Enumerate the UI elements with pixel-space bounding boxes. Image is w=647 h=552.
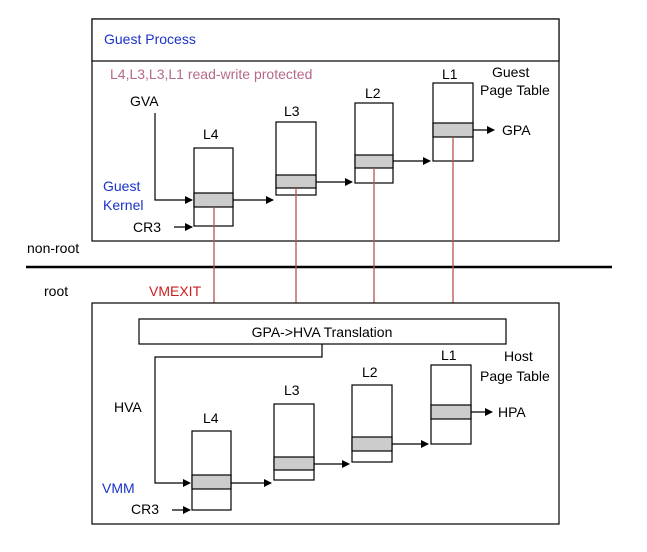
guest-l4-entry: [193, 192, 234, 208]
guest-process-title: Guest Process: [104, 31, 196, 47]
hva-label: HVA: [114, 399, 142, 415]
host-table-label-line2: Page Table: [480, 368, 550, 384]
host-table-l3: [273, 403, 315, 481]
guest-region: Guest Process L4,L3,L3,L1 read-write pro…: [91, 18, 560, 242]
guest-table-l4: [193, 147, 234, 227]
guest-process-box: [91, 18, 560, 62]
host-table-l2: [351, 384, 393, 463]
root-label: root: [44, 283, 68, 299]
guest-kernel-label-line1: Guest: [103, 178, 140, 194]
guest-cr3-label: CR3: [133, 219, 161, 235]
guest-table-l3: [275, 121, 317, 196]
host-l1-entry: [430, 404, 472, 420]
gpa-label: GPA: [502, 122, 531, 138]
guest-kernel-label-line2: Kernel: [103, 197, 143, 213]
host-cr3-label: CR3: [131, 501, 159, 517]
guest-l3-entry: [275, 174, 317, 189]
gva-label: GVA: [130, 93, 159, 109]
guest-l1-entry: [432, 122, 474, 138]
guest-l4-label: L4: [203, 126, 219, 142]
host-table-l1: [430, 364, 472, 445]
host-table-l4: [191, 430, 232, 511]
translation-label: GPA->HVA Translation: [252, 324, 393, 340]
hva-arrow: [154, 344, 323, 487]
host-l4-entry: [191, 474, 232, 490]
vmexit-label: VMEXIT: [149, 283, 202, 299]
guest-table-label-line2: Page Table: [480, 82, 550, 98]
host-l2-label: L2: [362, 364, 378, 380]
translation-box: [138, 318, 507, 345]
host-l3-label: L3: [284, 382, 300, 398]
guest-table-label-line1: Guest: [492, 64, 529, 80]
non-root-label: non-root: [27, 240, 79, 256]
guest-l1-label: L1: [442, 66, 458, 82]
host-l1-label: L1: [441, 347, 457, 363]
guest-l2-entry: [354, 154, 394, 169]
hpa-label: HPA: [498, 404, 526, 420]
vmm-label: VMM: [102, 480, 135, 496]
host-l4-label: L4: [203, 410, 219, 426]
protection-note: L4,L3,L3,L1 read-write protected: [110, 66, 312, 82]
guest-l2-label: L2: [365, 85, 381, 101]
host-l3-entry: [273, 456, 315, 471]
host-region: GPA->HVA Translation Host Page Table L4 …: [91, 302, 560, 525]
guest-l3-label: L3: [284, 103, 300, 119]
host-table-label-line1: Host: [504, 348, 533, 364]
host-l2-entry: [351, 436, 393, 452]
gva-arrow: [154, 113, 193, 204]
